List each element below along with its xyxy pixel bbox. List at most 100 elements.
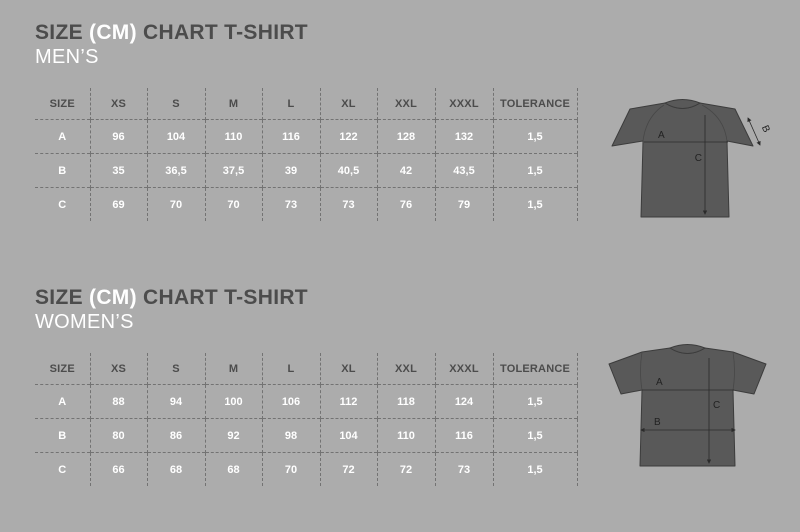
title-suffix: CHART T-SHIRT [143, 286, 308, 309]
tolerance-cell: 1,5 [493, 119, 578, 154]
column-header: SIZE [35, 88, 91, 120]
size-cell: 122 [320, 119, 378, 154]
table-row: A 96 104 110 116 122 128 132 1,5 [35, 119, 578, 154]
size-cell: 80 [90, 418, 148, 453]
title-cm-unit: (CM) [89, 286, 137, 309]
size-cell: 68 [147, 452, 206, 486]
column-header: XXL [377, 353, 436, 385]
tolerance-cell: 1,5 [493, 452, 578, 486]
size-cell: 124 [435, 384, 494, 419]
size-cell: 112 [320, 384, 378, 419]
row-label: A [35, 384, 91, 419]
size-cell: 104 [147, 119, 206, 154]
size-cell: 37,5 [205, 153, 263, 188]
dimension-label-b: B [654, 417, 661, 428]
dimension-label-a: A [658, 130, 665, 141]
table-row: B 80 86 92 98 104 110 116 1,5 [35, 418, 578, 453]
size-cell: 94 [147, 384, 206, 419]
column-header: XXXL [435, 88, 494, 120]
dimension-label-c: C [713, 400, 720, 411]
column-header: XXL [377, 88, 436, 120]
size-cell: 116 [435, 418, 494, 453]
size-cell: 66 [90, 452, 148, 486]
column-header: XL [320, 88, 378, 120]
mens-subtitle: MEN’S [35, 46, 99, 68]
womens-title-block: SIZE (CM) CHART T-SHIRT WOMEN’S [35, 285, 308, 334]
tolerance-cell: 1,5 [493, 187, 578, 221]
size-cell: 92 [205, 418, 263, 453]
size-cell: 104 [320, 418, 378, 453]
size-cell: 42 [377, 153, 436, 188]
womens-page-title: SIZE (CM) CHART T-SHIRT [35, 285, 308, 310]
size-cell: 70 [205, 187, 263, 221]
tshirt-body [611, 102, 754, 218]
column-header: M [205, 353, 263, 385]
tshirt-collar [668, 344, 707, 354]
size-cell: 88 [90, 384, 148, 419]
tshirt-collar [663, 99, 702, 109]
size-cell: 72 [320, 452, 378, 486]
title-prefix: SIZE [35, 286, 83, 309]
size-cell: 70 [147, 187, 206, 221]
womens-size-table: SIZE XS S M L XL XXL XXXL TOLERANCE A 88… [35, 353, 578, 486]
table-row: C 69 70 70 73 73 76 79 1,5 [35, 187, 578, 221]
size-cell: 73 [435, 452, 494, 486]
size-cell: 68 [205, 452, 263, 486]
size-cell: 73 [262, 187, 321, 221]
mens-size-table: SIZE XS S M L XL XXL XXXL TOLERANCE A 96… [35, 88, 578, 221]
size-cell: 106 [262, 384, 321, 419]
sleeve-seam [640, 351, 643, 391]
column-header: XXXL [435, 353, 494, 385]
tolerance-cell: 1,5 [493, 418, 578, 453]
table-row: C 66 68 68 70 72 72 73 1,5 [35, 452, 578, 486]
size-cell: 110 [377, 418, 436, 453]
size-cell: 40,5 [320, 153, 378, 188]
size-cell: 110 [205, 119, 263, 154]
dimension-label-b: B [759, 124, 772, 135]
size-cell: 100 [205, 384, 263, 419]
size-cell: 96 [90, 119, 148, 154]
size-cell: 132 [435, 119, 494, 154]
size-cell: 69 [90, 187, 148, 221]
column-header: S [147, 353, 206, 385]
dimension-label-c: C [695, 153, 702, 164]
size-cell: 76 [377, 187, 436, 221]
row-label: B [35, 418, 91, 453]
size-cell: 86 [147, 418, 206, 453]
column-header: S [147, 88, 206, 120]
mens-page-title: SIZE (CM) CHART T-SHIRT [35, 20, 308, 45]
column-header: L [262, 88, 321, 120]
size-cell: 116 [262, 119, 321, 154]
size-cell: 79 [435, 187, 494, 221]
sleeve-seam [732, 351, 735, 391]
womens-tshirt-diagram: A C B [608, 344, 767, 467]
column-header: TOLERANCE [493, 353, 578, 385]
dimension-line-b [747, 117, 761, 146]
size-cell: 118 [377, 384, 436, 419]
dimension-label-a: A [656, 377, 663, 388]
title-suffix: CHART T-SHIRT [143, 21, 308, 44]
tolerance-cell: 1,5 [493, 384, 578, 419]
row-label: B [35, 153, 91, 188]
size-cell: 43,5 [435, 153, 494, 188]
column-header: L [262, 353, 321, 385]
row-label: A [35, 119, 91, 154]
table-row: A 88 94 100 106 112 118 124 1,5 [35, 384, 578, 419]
size-cell: 35 [90, 153, 148, 188]
header-row: SIZE XS S M L XL XXL XXXL TOLERANCE [35, 88, 578, 120]
size-cell: 128 [377, 119, 436, 154]
row-label: C [35, 452, 91, 486]
size-cell: 39 [262, 153, 321, 188]
sleeve-seam [642, 104, 665, 142]
mens-title-block: SIZE (CM) CHART T-SHIRT MEN’S [35, 20, 308, 69]
sleeve-seam [701, 104, 728, 142]
column-header: XL [320, 353, 378, 385]
tolerance-cell: 1,5 [493, 153, 578, 188]
column-header: SIZE [35, 353, 91, 385]
size-cell: 98 [262, 418, 321, 453]
column-header: TOLERANCE [493, 88, 578, 120]
header-row: SIZE XS S M L XL XXL XXXL TOLERANCE [35, 353, 578, 385]
column-header: XS [90, 88, 148, 120]
tshirt-body [608, 347, 767, 467]
